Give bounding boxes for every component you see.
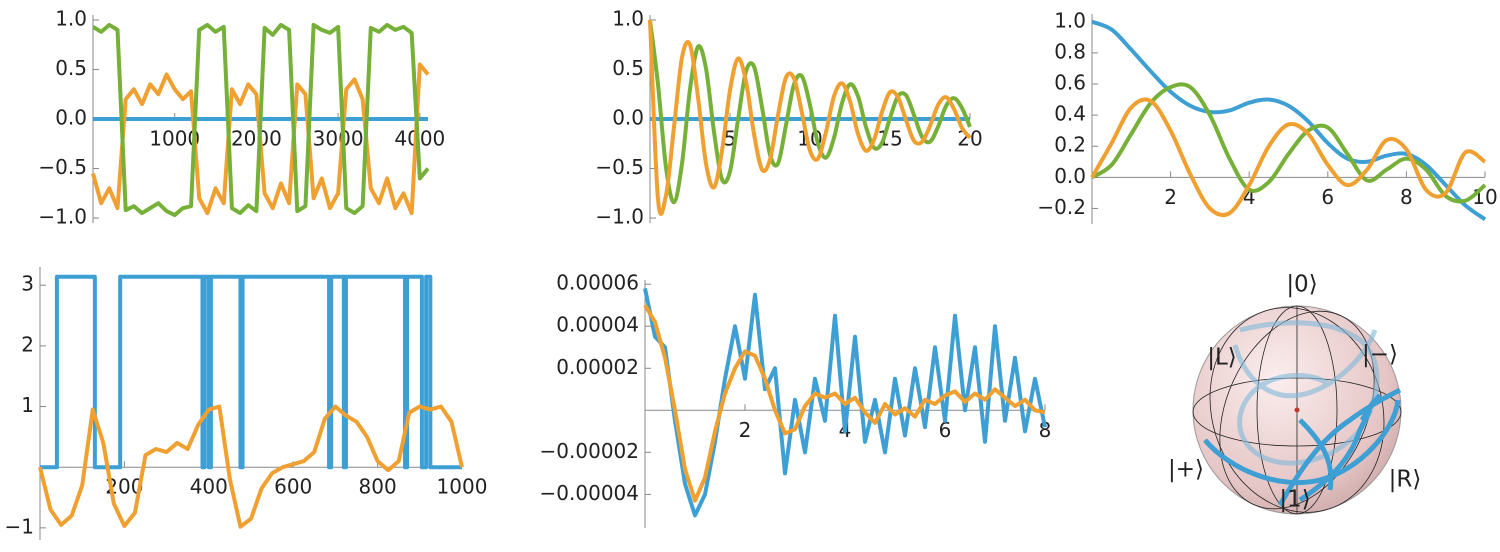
y-tick-label: −1 bbox=[5, 514, 34, 538]
y-tick-label: −0.2 bbox=[1037, 195, 1086, 219]
series-line bbox=[38, 404, 464, 529]
ket-label: |R⟩ bbox=[1389, 467, 1422, 493]
x-tick-label: 800 bbox=[359, 475, 397, 499]
x-tick-label: 3000 bbox=[313, 127, 364, 151]
y-tick-label: −1.0 bbox=[38, 205, 87, 229]
y-tick-label: 0.0 bbox=[1054, 164, 1086, 188]
ket-label: |0⟩ bbox=[1286, 272, 1317, 298]
series-line bbox=[648, 19, 972, 205]
y-tick-label: 0.8 bbox=[1054, 39, 1086, 63]
ket-label: |−⟩ bbox=[1362, 342, 1398, 368]
y-tick-label: 1.0 bbox=[612, 6, 644, 30]
trajectory-far bbox=[1232, 320, 1380, 466]
series-line bbox=[40, 274, 462, 470]
y-tick-label: 0.00004 bbox=[556, 313, 639, 337]
y-tick-label: −0.00004 bbox=[540, 481, 639, 505]
y-tick-label: 2 bbox=[21, 332, 34, 356]
x-tick-label: 1000 bbox=[437, 475, 488, 499]
ket-label: |1⟩ bbox=[1279, 487, 1310, 513]
y-tick-label: 0.5 bbox=[612, 56, 644, 80]
x-tick-label: 2 bbox=[1164, 185, 1177, 209]
center bbox=[1294, 407, 1300, 413]
y-tick-label: 1.0 bbox=[55, 6, 87, 30]
bloch-sphere: |0⟩ |1⟩ |L⟩ |R⟩ |+⟩ |−⟩ bbox=[1168, 272, 1422, 515]
series-line bbox=[643, 288, 1047, 518]
x-tick-label: 10 bbox=[1472, 185, 1497, 209]
x-tick-label: 1000 bbox=[149, 127, 200, 151]
y-tick-label: −0.00002 bbox=[540, 439, 639, 463]
y-tick-label: 0.4 bbox=[1054, 102, 1086, 126]
y-tick-label: 0.5 bbox=[55, 56, 87, 80]
x-tick-label: 8 bbox=[1400, 185, 1413, 209]
series-line bbox=[643, 304, 1046, 503]
y-tick-label: 3 bbox=[21, 272, 34, 296]
x-tick-label: 6 bbox=[1321, 185, 1334, 209]
x-tick-label: 2000 bbox=[231, 127, 282, 151]
y-tick-label: 0.00006 bbox=[556, 271, 639, 295]
y-tick-label: 0.6 bbox=[1054, 71, 1086, 95]
y-tick-label: −0.5 bbox=[595, 155, 644, 179]
meridian bbox=[1219, 310, 1375, 510]
x-tick-label: 2 bbox=[739, 418, 752, 442]
x-tick-label: 400 bbox=[190, 475, 228, 499]
y-tick-label: 0.2 bbox=[1054, 133, 1086, 157]
series-line bbox=[1091, 19, 1487, 221]
series-line bbox=[91, 22, 430, 218]
y-tick-label: 1 bbox=[21, 393, 34, 417]
y-tick-label: −0.5 bbox=[38, 155, 87, 179]
y-tick-label: 1.0 bbox=[1054, 8, 1086, 32]
series-line bbox=[1090, 82, 1487, 204]
x-tick-label: 8 bbox=[1039, 418, 1052, 442]
x-tick-label: 6 bbox=[939, 418, 952, 442]
trajectory bbox=[1203, 387, 1402, 507]
series-line bbox=[648, 19, 972, 216]
y-tick-label: 0.00002 bbox=[556, 355, 639, 379]
y-tick-label: 0.0 bbox=[55, 106, 87, 130]
ket-label: |L⟩ bbox=[1207, 345, 1237, 371]
x-tick-label: 600 bbox=[274, 475, 312, 499]
series-line bbox=[1090, 97, 1487, 218]
y-tick-label: −1.0 bbox=[595, 205, 644, 229]
ket-label: |+⟩ bbox=[1168, 457, 1204, 483]
y-tick-label: 0.0 bbox=[612, 106, 644, 130]
